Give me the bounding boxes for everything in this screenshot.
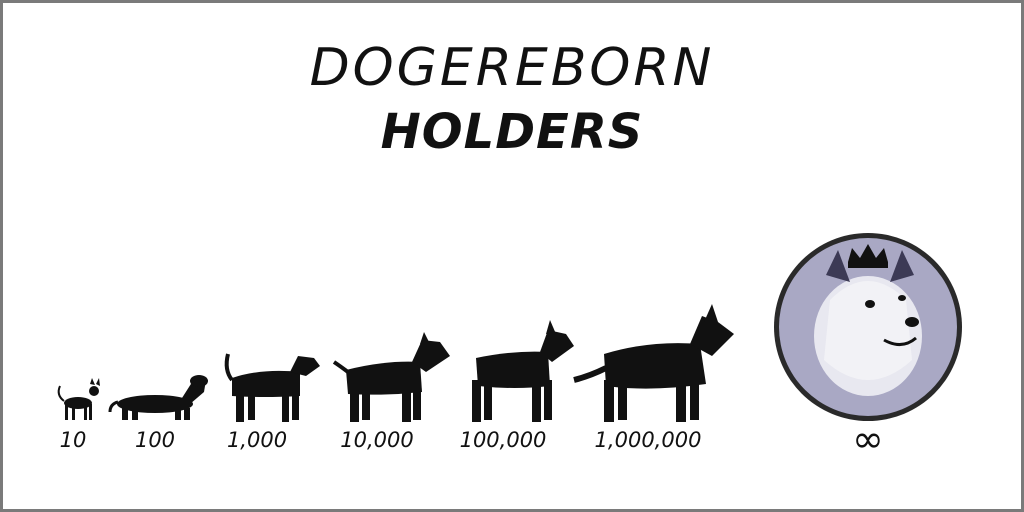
- dog-shepherd-icon: [573, 304, 734, 422]
- tier-label-10: 10: [59, 428, 87, 452]
- dog-chihuahua-icon: [57, 378, 100, 420]
- tier-label-10000: 10,000: [340, 428, 414, 452]
- infinity-icon: ∞: [852, 417, 884, 461]
- title-holders: HOLDERS: [380, 104, 644, 160]
- dog-pinscher-icon: [472, 320, 574, 422]
- doge-coin-icon: [774, 233, 962, 421]
- dog-dachshund-icon: [108, 375, 208, 420]
- title-dogereborn: DOGEREBORN: [309, 38, 715, 98]
- tier-label-1000: 1,000: [226, 428, 288, 452]
- dog-bullterrier-icon: [332, 332, 450, 422]
- dog-beagle-icon: [224, 353, 320, 422]
- tier-label-1000000: 1,000,000: [594, 428, 702, 452]
- tier-label-100000: 100,000: [459, 428, 547, 452]
- tier-label-100: 100: [134, 428, 176, 452]
